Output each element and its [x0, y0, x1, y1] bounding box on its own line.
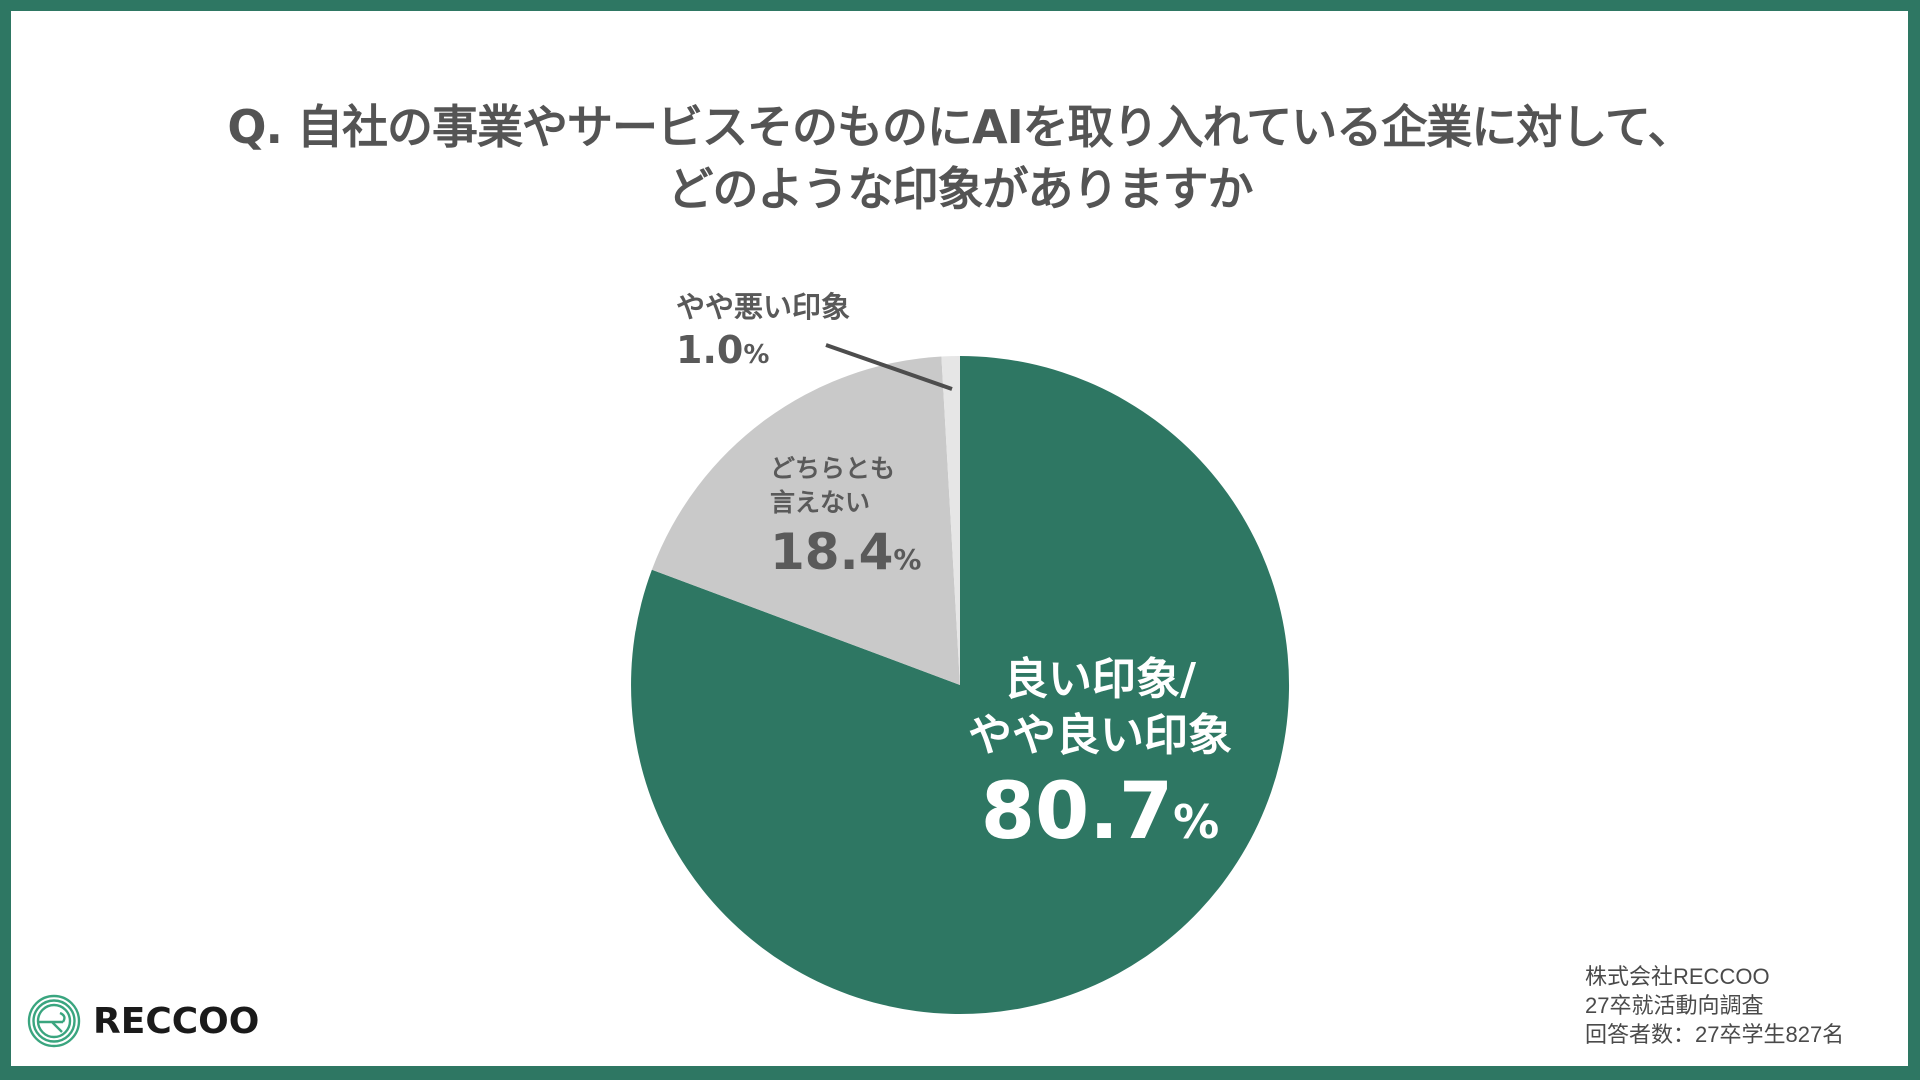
percent-sign: % [743, 340, 770, 370]
source-survey: 27卒就活動向調査 [1585, 993, 1764, 1018]
chart-title-line-1: Q. 自社の事業やサービスそのものにAIを取り入れている企業に対して、 [227, 100, 1693, 154]
label-neutral: どちらとも 言えない 18.4% [770, 452, 921, 592]
reccoo-logo: RECCOO [27, 994, 259, 1048]
label-neutral-name-line-1: どちらとも [770, 454, 896, 483]
pie-slice-positive [631, 356, 1290, 1014]
source-respondents: 回答者数：27卒学生827名 [1585, 1022, 1845, 1047]
label-positive-name-line-1: 良い印象/ [1003, 654, 1197, 705]
logo-wordmark: RECCOO [93, 1000, 260, 1042]
value-number: 80.7 [980, 767, 1174, 857]
label-slightly-bad: やや悪い印象 1.0% [676, 288, 850, 379]
label-neutral-value: 18.4% [770, 520, 921, 592]
value-number: 1.0 [676, 328, 744, 372]
source-company: 株式会社RECCOO [1585, 964, 1770, 989]
reccoo-ring-logo-icon [27, 994, 81, 1048]
label-positive: 良い印象/ やや良い印象 80.7% [940, 652, 1260, 870]
value-number: 18.4 [770, 523, 894, 581]
pie-slice-neutral [651, 356, 960, 685]
label-positive-value: 80.7% [940, 764, 1260, 870]
label-positive-name-line-2: やや良い印象 [968, 710, 1232, 761]
label-slightly-bad-name: やや悪い印象 [676, 290, 851, 324]
percent-sign: % [1173, 795, 1220, 849]
chart-title: Q. 自社の事業やサービスそのものにAIを取り入れている企業に対して、 どのよう… [0, 96, 1920, 220]
chart-title-line-2: どのような印象がありますか [667, 162, 1254, 216]
percent-sign: % [893, 543, 922, 576]
label-neutral-name-line-2: 言えない [770, 488, 871, 517]
leader-line [825, 343, 953, 391]
pie-slice-negative [941, 355, 960, 685]
source-note: 株式会社RECCOO 27卒就活動向調査 回答者数：27卒学生827名 [1585, 962, 1844, 1049]
label-slightly-bad-value: 1.0% [676, 326, 850, 379]
